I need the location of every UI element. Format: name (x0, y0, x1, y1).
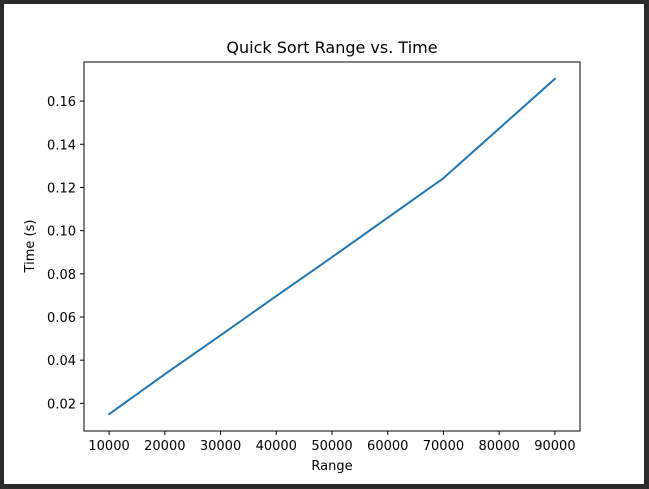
line-chart: Quick Sort Range vs. Time 10000 20000 3000… (23, 38, 581, 474)
x-tick-label: 50000 (311, 439, 352, 454)
x-axis: 10000 20000 30000 40000 50000 60000 70000 80000… (88, 431, 576, 454)
x-tick-label: 30000 (200, 439, 241, 454)
x-tick-label: 70000 (423, 439, 464, 454)
x-tick-label: 10000 (88, 439, 129, 454)
x-tick-label: 40000 (256, 439, 297, 454)
series-line (107, 77, 557, 416)
axes-frame (83, 61, 581, 432)
plot-area (83, 61, 581, 432)
x-axis-label: Range (311, 459, 352, 474)
y-tick-label: 0.16 (47, 95, 76, 110)
y-tick-label: 0.04 (47, 354, 76, 369)
y-axis-label: Time (s) (23, 220, 38, 274)
x-tick-label: 80000 (479, 439, 520, 454)
x-tick-label: 90000 (534, 439, 575, 454)
x-tick-label: 20000 (144, 439, 185, 454)
y-tick-label: 0.10 (47, 225, 76, 240)
y-axis: 0.02 0.04 0.06 0.08 0.10 0.12 0.14 0.16 (47, 95, 84, 412)
y-tick-label: 0.02 (47, 397, 76, 412)
y-tick-label: 0.12 (47, 181, 76, 196)
y-tick-label: 0.06 (47, 311, 76, 326)
figure-canvas: Quick Sort Range vs. Time 10000 20000 3000… (4, 4, 644, 484)
y-tick-label: 0.14 (47, 138, 76, 153)
y-tick-label: 0.08 (47, 268, 76, 283)
series-layer (107, 77, 557, 416)
x-tick-label: 60000 (367, 439, 408, 454)
chart-title: Quick Sort Range vs. Time (226, 38, 437, 57)
